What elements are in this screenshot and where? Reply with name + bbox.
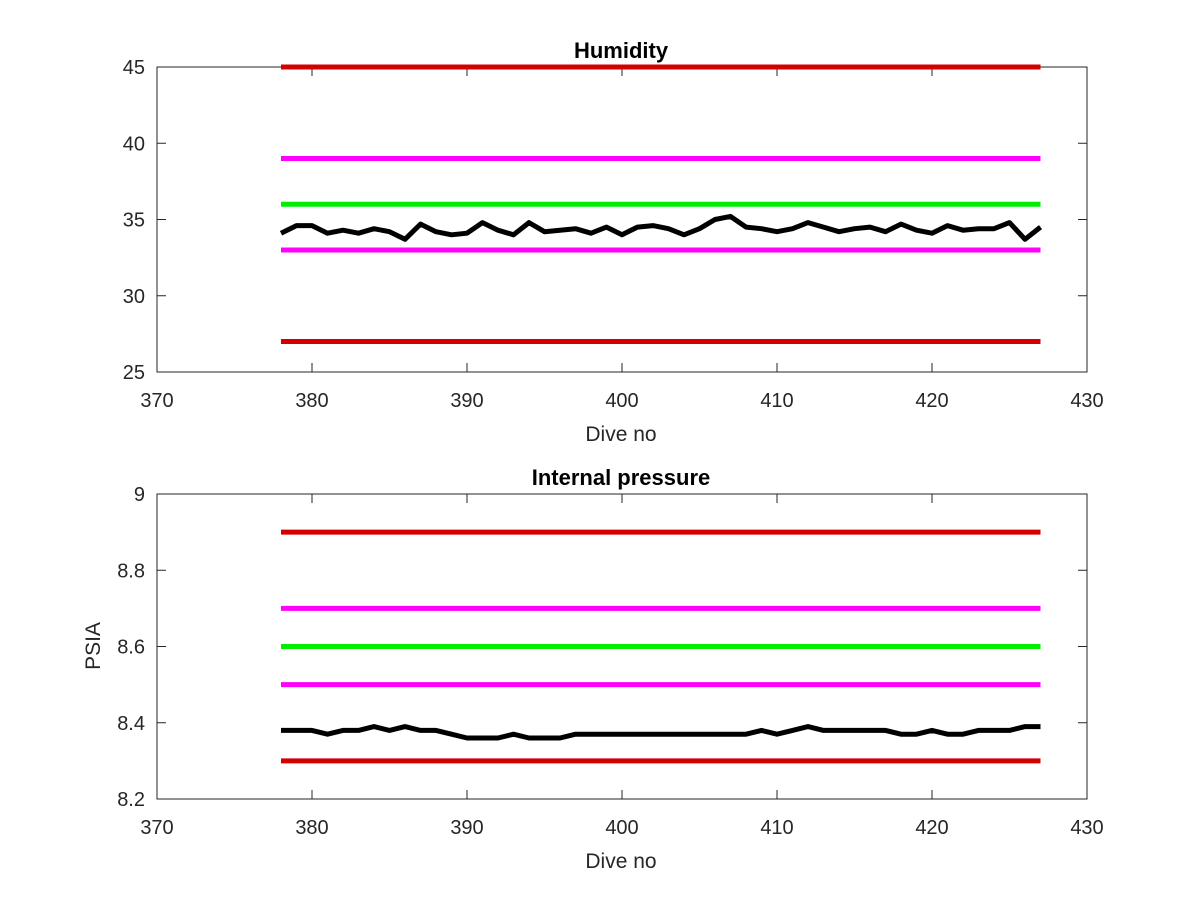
pressure-title: Internal pressure: [532, 465, 711, 490]
pressure-y-axis-label: PSIA: [82, 622, 105, 670]
humidity-y-tick-label: 40: [123, 133, 145, 155]
humidity-y-tick-label: 45: [123, 57, 145, 79]
pressure-x-tick-label: 430: [1070, 817, 1103, 839]
pressure-x-tick-label: 390: [450, 817, 483, 839]
humidity-plot-area: [156, 66, 1088, 373]
pressure-y-tick-label: 8.6: [117, 637, 145, 659]
pressure-y-tick-label: 9: [134, 484, 145, 506]
humidity-title: Humidity: [574, 38, 669, 63]
humidity-x-tick-label: 420: [915, 390, 948, 412]
pressure-x-tick-label: 420: [915, 817, 948, 839]
pressure-x-tick-label: 370: [140, 817, 173, 839]
pressure-y-tick-label: 8.2: [117, 789, 145, 811]
pressure-axes: 370 380 390 400 410 420 430 8.2 8.4 8.6 8.8 9 Inter…: [82, 465, 1104, 873]
pressure-y-tick-label: 8.4: [117, 713, 145, 735]
pressure-series-group: [281, 529, 1041, 764]
humidity-y-tick-label: 25: [123, 362, 145, 384]
humidity-x-tick-label: 390: [450, 390, 483, 412]
humidity-x-tick-label: 400: [605, 390, 638, 412]
pressure-y-tick-label: 8.8: [117, 560, 145, 582]
pressure-x-tick-label: 410: [760, 817, 793, 839]
humidity-y-tick-label: 30: [123, 286, 145, 308]
humidity-series-group: [279, 64, 1043, 344]
pressure-x-axis-label: Dive no: [585, 850, 656, 873]
pressure-ticks: 370 380 390 400 410 420 430 8.2 8.4 8.6 8.8 9: [117, 484, 1104, 839]
humidity-data-series-line: [279, 213, 1043, 242]
pressure-data-series-line: [281, 724, 1041, 741]
humidity-x-tick-label: 410: [760, 390, 793, 412]
humidity-x-tick-label: 430: [1070, 390, 1103, 412]
humidity-x-tick-label: 380: [295, 390, 328, 412]
humidity-axes: 370 380 390 400 410 420 430 25 30 35 40 45 Humidity…: [123, 38, 1104, 446]
humidity-y-tick-label: 35: [123, 210, 145, 232]
humidity-ticks: 370 380 390 400 410 420 430 25 30 35 40 45: [123, 57, 1104, 412]
pressure-x-tick-label: 400: [605, 817, 638, 839]
pressure-x-tick-label: 380: [295, 817, 328, 839]
humidity-x-tick-label: 370: [140, 390, 173, 412]
humidity-x-axis-label: Dive no: [585, 423, 656, 446]
